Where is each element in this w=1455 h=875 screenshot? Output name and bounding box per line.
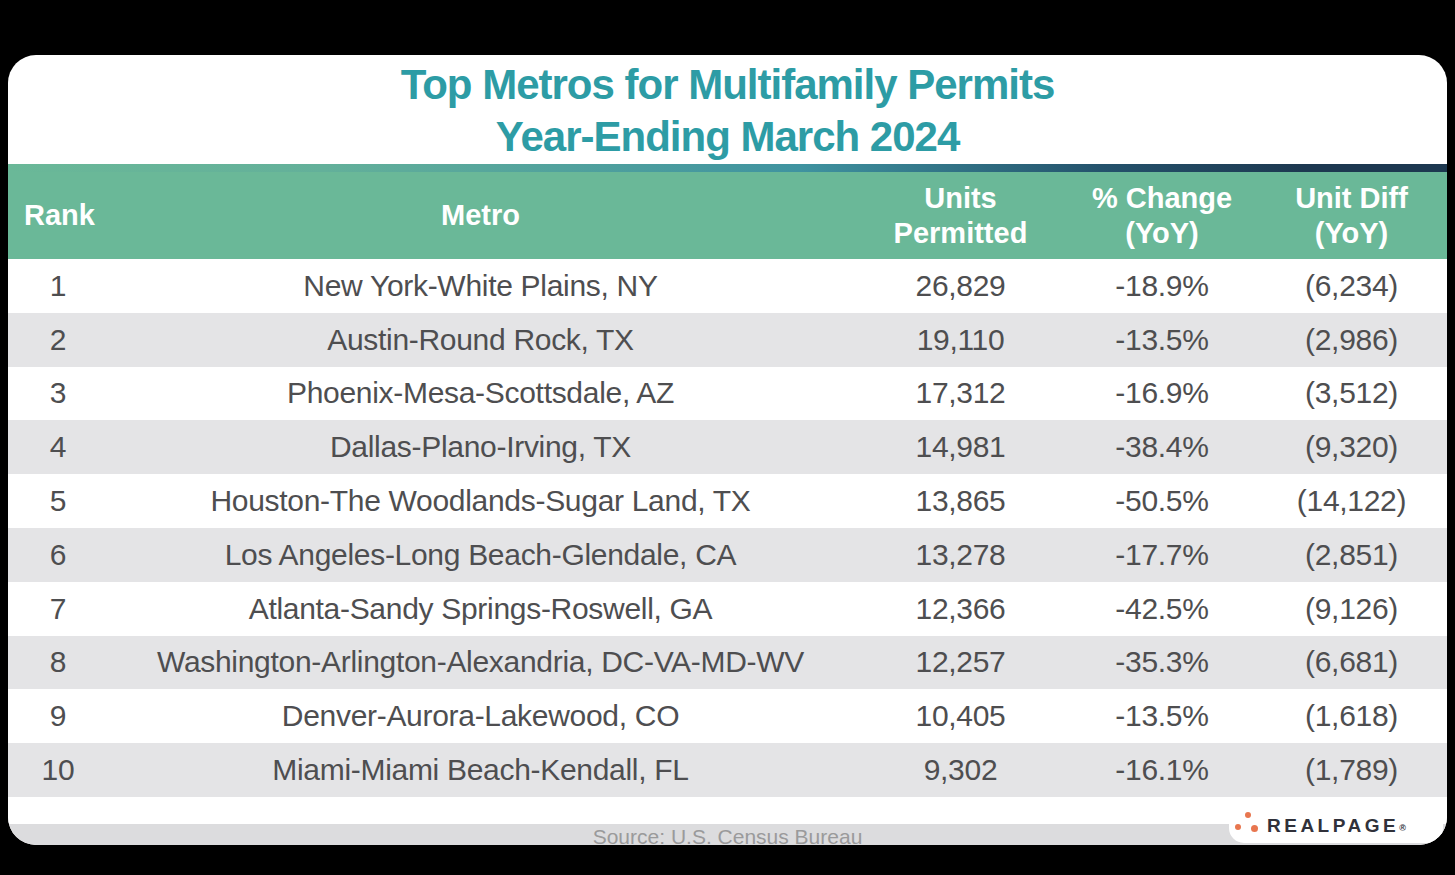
table-row: 9 Denver-Aurora-Lakewood, CO 10,405 -13.… [8,689,1447,743]
cell-percent-change: -13.5% [1068,699,1256,733]
cell-metro: Washington-Arlington-Alexandria, DC-VA-M… [108,645,853,679]
cell-units-permitted: 9,302 [853,753,1068,787]
cell-units-permitted: 19,110 [853,323,1068,357]
column-header-metro: Metro [108,198,853,233]
cell-rank: 8 [8,645,108,679]
cell-units-permitted: 26,829 [853,269,1068,303]
cell-unit-diff: (1,789) [1256,753,1447,787]
cell-unit-diff: (9,126) [1256,592,1447,626]
cell-rank: 2 [8,323,108,357]
cell-percent-change: -13.5% [1068,323,1256,357]
cell-unit-diff: (3,512) [1256,376,1447,410]
cell-percent-change: -42.5% [1068,592,1256,626]
cell-unit-diff: (1,618) [1256,699,1447,733]
table-row: 5 Houston-The Woodlands-Sugar Land, TX 1… [8,474,1447,528]
table-row: 1 New York-White Plains, NY 26,829 -18.9… [8,259,1447,313]
table-row: 10 Miami-Miami Beach-Kendall, FL 9,302 -… [8,743,1447,797]
cell-metro: Phoenix-Mesa-Scottsdale, AZ [108,376,853,410]
cell-units-permitted: 13,865 [853,484,1068,518]
cell-unit-diff: (2,986) [1256,323,1447,357]
table-header-row: Rank Metro Units Permitted % Change (YoY… [8,172,1447,259]
logo-dot-icon [1235,824,1241,830]
cell-metro: Los Angeles-Long Beach-Glendale, CA [108,538,853,572]
cell-units-permitted: 12,366 [853,592,1068,626]
cell-rank: 1 [8,269,108,303]
logo-dot-icon [1245,812,1251,818]
table-row: 3 Phoenix-Mesa-Scottsdale, AZ 17,312 -16… [8,367,1447,421]
cell-metro: Atlanta-Sandy Springs-Roswell, GA [108,592,853,626]
cell-percent-change: -17.7% [1068,538,1256,572]
table-row: 6 Los Angeles-Long Beach-Glendale, CA 13… [8,528,1447,582]
cell-metro: Austin-Round Rock, TX [108,323,853,357]
cell-percent-change: -16.9% [1068,376,1256,410]
registered-mark: ® [1399,823,1406,833]
cell-rank: 4 [8,430,108,464]
column-header-rank: Rank [8,198,108,233]
cell-percent-change: -18.9% [1068,269,1256,303]
cell-metro: Denver-Aurora-Lakewood, CO [108,699,853,733]
cell-unit-diff: (9,320) [1256,430,1447,464]
page-title-line2: Year-Ending March 2024 [8,111,1447,163]
header-accent-strip [8,164,1447,172]
table-row: 7 Atlanta-Sandy Springs-Roswell, GA 12,3… [8,582,1447,636]
column-header-units-permitted: Units Permitted [853,181,1068,251]
cell-unit-diff: (6,681) [1256,645,1447,679]
cell-unit-diff: (6,234) [1256,269,1447,303]
cell-rank: 7 [8,592,108,626]
cell-rank: 5 [8,484,108,518]
infographic-card: Top Metros for Multifamily Permits Year-… [8,55,1447,845]
cell-metro: Houston-The Woodlands-Sugar Land, TX [108,484,853,518]
cell-percent-change: -35.3% [1068,645,1256,679]
column-header-percent-change: % Change (YoY) [1068,181,1256,251]
page-title: Top Metros for Multifamily Permits Year-… [8,55,1447,164]
table-row: 4 Dallas-Plano-Irving, TX 14,981 -38.4% … [8,420,1447,474]
cell-units-permitted: 14,981 [853,430,1068,464]
cell-metro: New York-White Plains, NY [108,269,853,303]
realpage-logo: REALPAGE® [1229,808,1443,843]
cell-rank: 3 [8,376,108,410]
cell-percent-change: -16.1% [1068,753,1256,787]
cell-metro: Dallas-Plano-Irving, TX [108,430,853,464]
cell-units-permitted: 13,278 [853,538,1068,572]
source-text: Source: U.S. Census Bureau [593,825,863,845]
cell-units-permitted: 17,312 [853,376,1068,410]
cell-units-permitted: 12,257 [853,645,1068,679]
cell-percent-change: -50.5% [1068,484,1256,518]
table-row: 2 Austin-Round Rock, TX 19,110 -13.5% (2… [8,313,1447,367]
cell-rank: 9 [8,699,108,733]
cell-units-permitted: 10,405 [853,699,1068,733]
column-header-unit-diff: Unit Diff (YoY) [1256,181,1447,251]
cell-percent-change: -38.4% [1068,430,1256,464]
cell-unit-diff: (2,851) [1256,538,1447,572]
cell-metro: Miami-Miami Beach-Kendall, FL [108,753,853,787]
page-title-line1: Top Metros for Multifamily Permits [8,59,1447,111]
cell-rank: 6 [8,538,108,572]
cell-rank: 10 [8,753,108,787]
logo-dot-icon [1251,825,1258,832]
table-row: 8 Washington-Arlington-Alexandria, DC-VA… [8,636,1447,690]
logo-wordmark: REALPAGE® [1267,808,1406,843]
cell-unit-diff: (14,122) [1256,484,1447,518]
table-body: 1 New York-White Plains, NY 26,829 -18.9… [8,259,1447,797]
